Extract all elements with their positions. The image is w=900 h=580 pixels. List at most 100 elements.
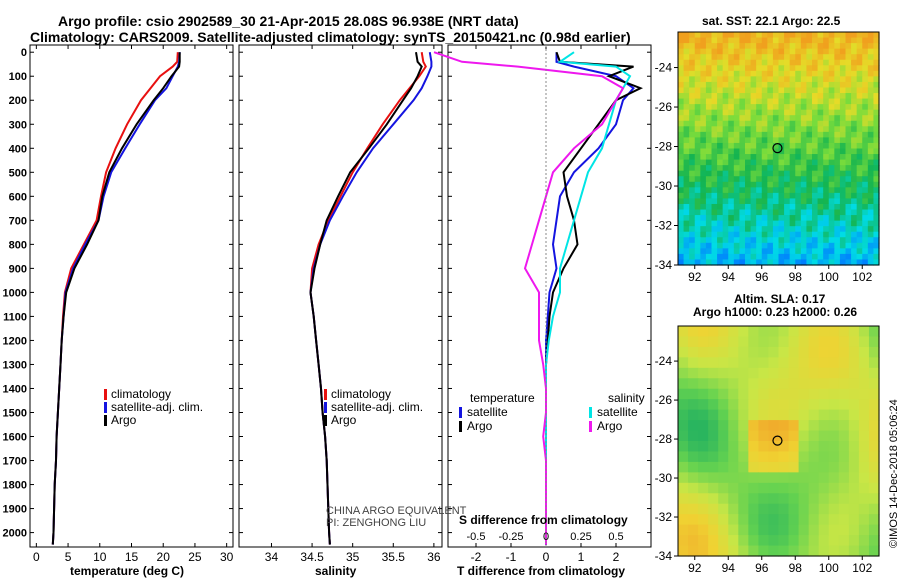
map-sst-cell [817, 237, 824, 244]
map-sst-cell [728, 32, 735, 39]
map-sst-cell [828, 159, 835, 166]
s-diff-tick-label-4: 0.5 [608, 531, 623, 543]
map-sst-cell [750, 148, 757, 155]
map-sla-cell [838, 514, 850, 526]
map-sst-cell [711, 170, 718, 177]
map-sst-cell [867, 93, 875, 100]
map-sla-cell [778, 545, 790, 557]
map-sst-cell [867, 209, 875, 216]
map-sst-cell [739, 65, 746, 72]
map-sst-cell [812, 65, 819, 72]
map-sla-cell [768, 346, 780, 358]
map-sla-cell [748, 545, 759, 557]
map-sst-cell [839, 137, 847, 144]
map-sst-cell [728, 115, 735, 122]
map-sla-cell [698, 524, 709, 536]
map-sst-cell [700, 259, 707, 266]
map-sst-cell [739, 93, 746, 100]
map-sla-cell [828, 493, 840, 505]
map-sst-cell [711, 237, 718, 244]
map-sla-cell [818, 482, 830, 494]
map-sst-cell [823, 148, 830, 155]
map-sst-cell [750, 70, 757, 77]
map-sst-cell [823, 198, 830, 205]
map-sst-cell [789, 192, 796, 200]
map-sst-cell [828, 76, 835, 83]
map-sst-cell [733, 198, 741, 205]
map-sst-cell [750, 159, 757, 166]
map-sst-cell [767, 231, 774, 238]
panel-2-xtick-label-0: 0 [543, 550, 550, 564]
map-sst-cell [812, 131, 819, 139]
map-sst-cell [789, 131, 796, 139]
map-sla-cell [848, 346, 860, 358]
map-sst-cell [828, 242, 835, 249]
map-sst-cell [772, 98, 780, 105]
map-sst-cell [717, 192, 724, 200]
map-sla-cell [698, 326, 709, 338]
sla-map-title-line-1: Altim. SLA: 0.17 [734, 292, 826, 306]
map-sst-cell [862, 87, 869, 94]
map-sst-cell [761, 126, 768, 133]
map-sst-cell [767, 226, 774, 233]
map-sst-cell [711, 181, 718, 188]
map-sst-cell [694, 226, 701, 233]
map-sst-cell [772, 165, 780, 172]
map-sst-cell [862, 165, 869, 172]
map-sst-cell [689, 104, 696, 111]
map-sla-cell [758, 514, 770, 526]
map-sst-ytick-label--24: -24 [655, 61, 673, 75]
map-sst-cell [750, 142, 757, 150]
map-sst-cell [834, 109, 841, 116]
map-sla-cell [848, 399, 860, 411]
map-sst-cell [856, 131, 863, 139]
map-sst-cell [756, 203, 763, 211]
map-sst-cell [705, 259, 713, 266]
map-sla-cell [778, 514, 790, 526]
map-sst-cell [711, 248, 718, 255]
depth-tick-label-600: 600 [9, 191, 27, 203]
map-sst-cell [800, 203, 808, 211]
map-sla-cell [728, 420, 739, 432]
map-sla-cell [728, 493, 739, 505]
map-sst-cell [678, 226, 685, 233]
map-sst-cell [834, 209, 841, 216]
map-sst-cell [711, 120, 718, 127]
map-sst-cell [784, 93, 791, 100]
map-sst-cell [812, 98, 819, 105]
map-sst-cell [800, 120, 808, 127]
map-sla-cell [838, 472, 850, 484]
map-sst-cell [778, 87, 785, 94]
map-sst-cell [761, 93, 768, 100]
map-sst-cell [834, 220, 841, 227]
map-sst-cell [795, 170, 802, 177]
map-sst-cell [700, 104, 707, 111]
map-sst-cell [817, 181, 824, 188]
map-sla-cell [778, 357, 790, 369]
map-sst-cell [778, 242, 785, 249]
map-sla-cell [678, 399, 689, 411]
map-sla-cell [848, 493, 860, 505]
map-sst-cell [761, 120, 768, 127]
map-sst-cell [856, 137, 863, 144]
map-sst-cell [823, 81, 830, 89]
map-sla-cell [848, 524, 860, 536]
map-sst-cell [851, 198, 858, 205]
map-sla-cell [698, 493, 709, 505]
map-sst-cell [739, 209, 746, 216]
map-sst-cell [784, 170, 791, 177]
map-sst-cell [817, 76, 824, 83]
map-sst-cell [745, 148, 752, 155]
map-sst-cell [705, 54, 713, 61]
panel-1-series-argo [309, 52, 423, 545]
map-sst-cell [767, 115, 774, 122]
map-sst-cell [683, 131, 690, 139]
map-sst-cell [845, 104, 852, 111]
map-sst-cell [828, 48, 835, 55]
map-sst-cell [739, 32, 746, 39]
map-sla-cell [688, 535, 699, 547]
map-sla-cell [738, 524, 749, 536]
map-sst-cell [772, 187, 780, 194]
map-sst-cell [683, 109, 690, 116]
map-sst-cell [683, 98, 690, 105]
